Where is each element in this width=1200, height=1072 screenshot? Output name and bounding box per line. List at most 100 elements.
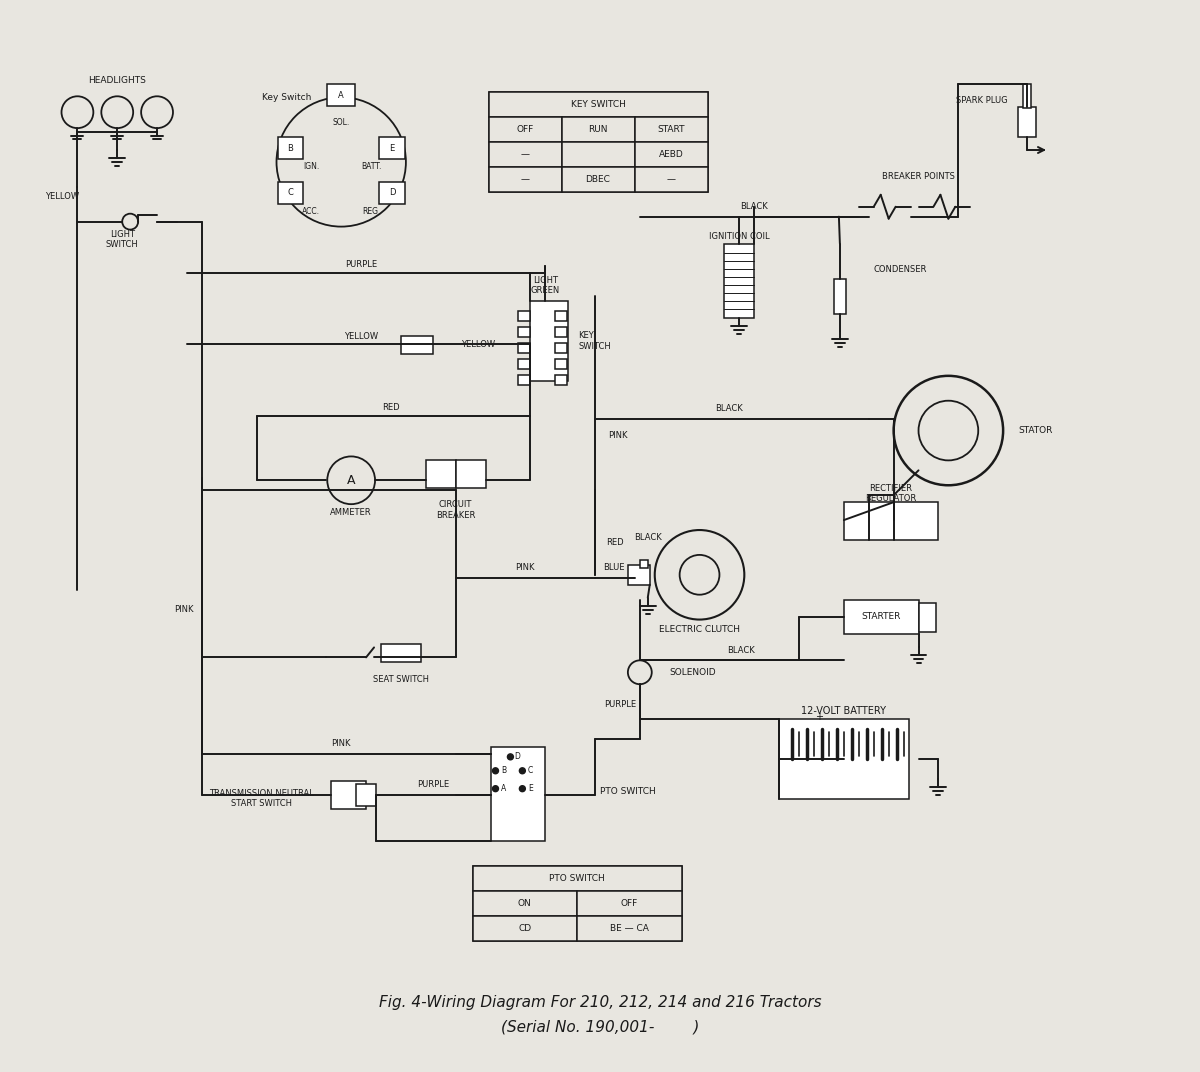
- Text: RED: RED: [606, 538, 624, 548]
- Text: IGNITION COIL: IGNITION COIL: [709, 232, 769, 241]
- Text: PINK: PINK: [516, 563, 535, 572]
- Text: C: C: [528, 766, 533, 775]
- Bar: [1018, 107, 1036, 137]
- Bar: [556, 375, 568, 385]
- Text: ELECTRIC CLUTCH: ELECTRIC CLUTCH: [659, 625, 740, 634]
- Text: —: —: [521, 150, 529, 159]
- Text: PINK: PINK: [331, 740, 350, 748]
- Bar: [844, 502, 938, 540]
- Bar: [456, 460, 486, 488]
- Text: PURPLE: PURPLE: [416, 780, 449, 789]
- Bar: [556, 311, 568, 322]
- Text: SPARK PLUG: SPARK PLUG: [956, 95, 1008, 105]
- Text: SOLENOID: SOLENOID: [670, 668, 716, 676]
- Bar: [562, 143, 635, 167]
- Bar: [488, 117, 562, 143]
- Text: PTO SWITCH: PTO SWITCH: [550, 874, 605, 883]
- Text: AMMETER: AMMETER: [330, 508, 372, 517]
- Text: SEAT SWITCH: SEAT SWITCH: [373, 674, 428, 684]
- Bar: [844, 599, 918, 635]
- Text: C: C: [288, 189, 293, 197]
- Circle shape: [520, 786, 526, 791]
- Bar: [779, 719, 908, 799]
- Text: LIGHT
SWITCH: LIGHT SWITCH: [106, 229, 138, 250]
- Text: STARTER: STARTER: [862, 612, 900, 621]
- Bar: [518, 311, 530, 322]
- Text: YELLOW: YELLOW: [461, 341, 494, 349]
- Text: BLUE: BLUE: [604, 563, 625, 572]
- Text: STATOR: STATOR: [1018, 426, 1052, 435]
- Text: SOL.: SOL.: [332, 118, 350, 126]
- Text: TRANSMISSION NEUTRAL
START SWITCH: TRANSMISSION NEUTRAL START SWITCH: [209, 789, 314, 808]
- Text: —: —: [666, 175, 676, 184]
- Bar: [834, 280, 846, 314]
- Text: ACC.: ACC.: [302, 207, 320, 217]
- Bar: [577, 915, 682, 941]
- Bar: [918, 602, 936, 632]
- Text: RED: RED: [382, 403, 400, 412]
- Bar: [530, 301, 568, 381]
- Text: CONDENSER: CONDENSER: [874, 265, 928, 273]
- Bar: [488, 167, 562, 192]
- Text: PURPLE: PURPLE: [346, 259, 377, 269]
- Bar: [628, 565, 649, 584]
- Bar: [277, 182, 304, 204]
- Text: RECTIFIER
REGULATOR: RECTIFIER REGULATOR: [865, 483, 917, 503]
- Circle shape: [520, 768, 526, 774]
- Bar: [473, 891, 577, 915]
- Bar: [491, 747, 545, 842]
- Text: HEADLIGHTS: HEADLIGHTS: [89, 76, 146, 85]
- Text: E: E: [528, 785, 533, 793]
- Bar: [379, 182, 404, 204]
- Text: DBEC: DBEC: [586, 175, 611, 184]
- Text: YELLOW: YELLOW: [344, 331, 378, 341]
- Text: D: D: [515, 753, 521, 761]
- Text: AEBD: AEBD: [659, 150, 683, 159]
- Text: RUN: RUN: [588, 125, 607, 134]
- Circle shape: [508, 754, 514, 760]
- Text: IGN.: IGN.: [304, 163, 319, 172]
- Text: REG.: REG.: [362, 207, 380, 217]
- Circle shape: [492, 768, 498, 774]
- Bar: [635, 167, 708, 192]
- Text: ON: ON: [518, 899, 532, 908]
- Text: KEY SWITCH: KEY SWITCH: [570, 101, 625, 109]
- Text: BATT.: BATT.: [361, 163, 382, 172]
- Text: OFF: OFF: [620, 899, 638, 908]
- Text: YELLOW: YELLOW: [46, 192, 79, 202]
- Bar: [488, 92, 708, 192]
- Bar: [473, 866, 682, 941]
- Bar: [556, 327, 568, 337]
- Bar: [277, 137, 304, 159]
- Bar: [556, 359, 568, 369]
- Bar: [426, 460, 456, 488]
- Text: PTO SWITCH: PTO SWITCH: [600, 787, 655, 796]
- Bar: [401, 336, 433, 354]
- Text: A: A: [500, 785, 506, 793]
- Bar: [562, 117, 635, 143]
- Text: BLACK: BLACK: [740, 203, 768, 211]
- Text: D: D: [389, 189, 395, 197]
- Bar: [382, 644, 421, 662]
- Bar: [488, 143, 562, 167]
- Bar: [635, 143, 708, 167]
- Text: CD: CD: [518, 924, 532, 933]
- Bar: [473, 866, 682, 891]
- Text: PINK: PINK: [608, 431, 628, 440]
- Bar: [488, 92, 708, 117]
- Text: BLACK: BLACK: [715, 404, 743, 413]
- Text: B: B: [288, 144, 293, 152]
- Text: (Serial No. 190,001-        ): (Serial No. 190,001- ): [500, 1019, 700, 1034]
- Text: CIRCUIT
BREAKER: CIRCUIT BREAKER: [436, 501, 475, 520]
- Text: OFF: OFF: [516, 125, 534, 134]
- Bar: [1024, 85, 1031, 108]
- Text: E: E: [389, 144, 395, 152]
- Text: BREAKER POINTS: BREAKER POINTS: [882, 173, 955, 181]
- Text: A: A: [338, 91, 344, 100]
- Text: Key Switch: Key Switch: [262, 93, 311, 102]
- Bar: [356, 784, 376, 805]
- Bar: [518, 375, 530, 385]
- Bar: [577, 891, 682, 915]
- Bar: [562, 167, 635, 192]
- Bar: [473, 915, 577, 941]
